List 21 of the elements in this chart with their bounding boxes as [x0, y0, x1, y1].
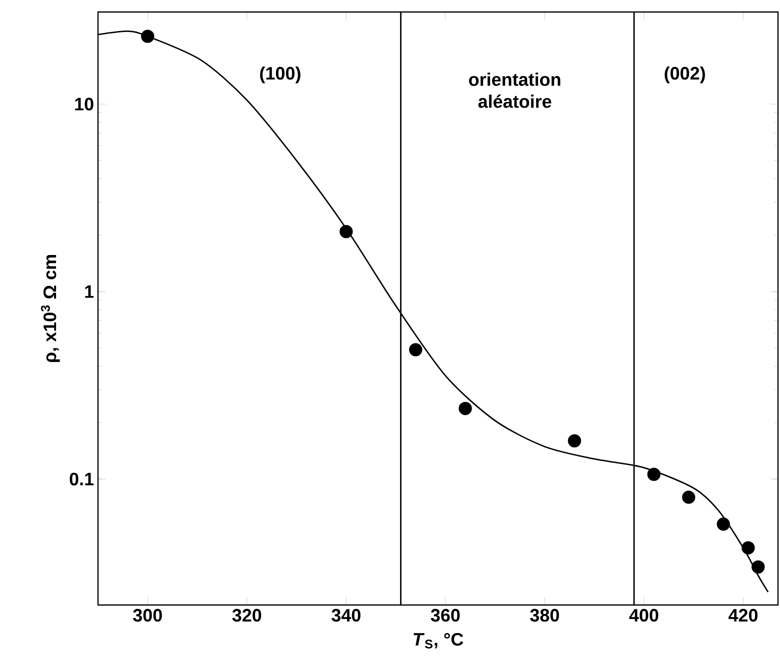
annotation: (002)	[664, 66, 705, 84]
x-axis-title: T$_{S}$, °C	[414, 632, 464, 648]
x-tick-label: 300	[133, 608, 162, 622]
annotation: (100)	[260, 66, 300, 84]
x-tick-label: 320	[232, 608, 262, 622]
point	[409, 343, 422, 356]
point	[742, 541, 755, 554]
x-tick-label: 360	[430, 608, 460, 622]
x-tick-label: 340	[332, 608, 360, 622]
y-tick-label: 1	[85, 285, 94, 298]
y-tick-label: 0.1	[70, 472, 94, 486]
x-tick-label: 420	[728, 608, 758, 622]
y-tick-label: 10	[75, 98, 94, 110]
x-tick-label: 400	[629, 608, 658, 622]
point	[458, 402, 472, 416]
point	[568, 434, 582, 448]
y-axis-title: ρ, x10$^{3}$ Ω cm	[40, 255, 60, 362]
x-tick-label: 380	[530, 608, 559, 622]
point	[682, 490, 696, 504]
point	[716, 518, 730, 531]
annotation: orientation aléatoire	[469, 72, 560, 108]
